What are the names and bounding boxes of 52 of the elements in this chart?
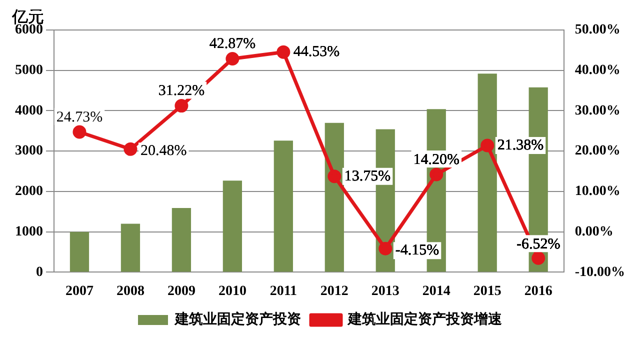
x-tick-label: 2009 xyxy=(167,284,196,300)
y-tick-label: 5000 xyxy=(15,62,43,78)
point xyxy=(226,52,240,66)
y2-tick-label: 20.00% xyxy=(574,144,620,159)
data-label: 14.20% xyxy=(413,152,460,168)
x-tick-label: 2016 xyxy=(524,284,552,300)
bar xyxy=(120,224,140,272)
y2-tick-label: -10.00% xyxy=(574,264,626,280)
y2-tick-label: 50.00% xyxy=(574,22,620,38)
y2-tick-label: 40.00% xyxy=(574,62,620,78)
data-label: 21.38% xyxy=(497,137,544,154)
data-label: 42.87% xyxy=(209,36,256,52)
point xyxy=(124,142,138,156)
data-label: 13.75% xyxy=(344,168,391,184)
y2-tick-label: 30.00% xyxy=(574,103,620,118)
point xyxy=(174,99,188,113)
x-tick-label: 2014 xyxy=(422,284,450,300)
bar xyxy=(274,140,293,272)
point xyxy=(378,242,392,256)
bar xyxy=(222,180,242,272)
data-label: 31.22% xyxy=(158,83,205,100)
x-tick-label: 2011 xyxy=(270,284,298,300)
point xyxy=(72,125,86,139)
y2-tick-label: 0.00% xyxy=(574,224,614,240)
data-label: -4.15% xyxy=(395,242,440,259)
x-tick-label: 2015 xyxy=(473,284,502,300)
x-tick-label: 2012 xyxy=(320,284,348,300)
data-label: 44.53% xyxy=(293,44,340,60)
x-tick-label: 2007 xyxy=(65,284,94,300)
point xyxy=(480,138,494,152)
point xyxy=(328,170,342,184)
legend-label: 建筑业固定资产投资 xyxy=(174,310,301,328)
data-label: 24.73% xyxy=(56,109,103,126)
y-tick-label: 0 xyxy=(36,264,43,280)
y-tick-label: 4000 xyxy=(15,103,43,118)
bar xyxy=(478,74,497,272)
point xyxy=(532,251,546,265)
data-label: -6.52% xyxy=(516,236,560,253)
y2-tick-label: 10.00% xyxy=(574,184,620,200)
x-tick-label: 2013 xyxy=(371,284,400,300)
x-tick-label: 2010 xyxy=(218,284,246,300)
y-tick-label: 1000 xyxy=(15,224,43,240)
point xyxy=(276,45,290,59)
y-tick-label: 3000 xyxy=(15,144,43,159)
x-tick-label: 2008 xyxy=(116,284,144,300)
legend-label: 建筑业固定资产投资增速 xyxy=(347,310,503,328)
bar xyxy=(172,208,192,272)
y-tick-label: 2000 xyxy=(15,184,43,200)
bar xyxy=(324,122,344,272)
data-label: 20.48% xyxy=(140,143,187,160)
bar xyxy=(70,232,90,272)
point xyxy=(430,168,444,182)
